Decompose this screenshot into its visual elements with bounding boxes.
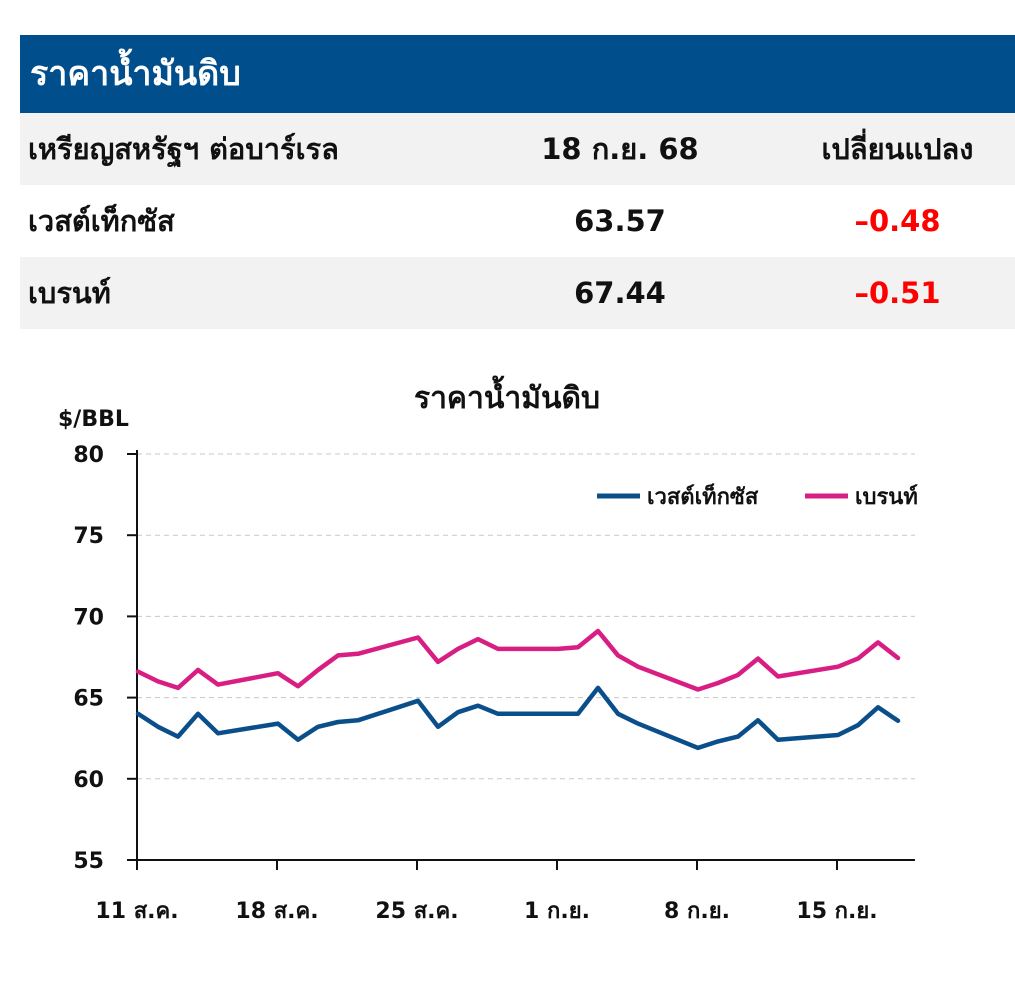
y-axis-unit: $/BBL <box>58 407 129 432</box>
change-header: เปลี่ยนแปลง <box>821 132 974 166</box>
table-header-row: เหรียญสหรัฐฯ ต่อบาร์เรล 18 ก.ย. 68 เปลี่… <box>20 113 1015 185</box>
y-tick-label: 75 <box>73 524 104 549</box>
oil-price-chart: ราคาน้ำมันดิบ $/BBL 55 60 65 70 75 80 11 ส.ค. 18 … <box>58 375 918 924</box>
table-row-wti: เวสต์เท็กซัส 63.57 –0.48 <box>20 185 1015 257</box>
brent-price: 67.44 <box>574 276 666 310</box>
x-tick-label: 11 ส.ค. <box>95 899 178 924</box>
date-header: 18 ก.ย. 68 <box>541 132 699 166</box>
series-line-wti <box>135 685 901 751</box>
price-table: ราคาน้ำมันดิบ เหรียญสหรัฐฯ ต่อบาร์เรล 18… <box>20 35 1015 329</box>
x-tick-label: 1 ก.ย. <box>524 899 590 924</box>
table-title: ราคาน้ำมันดิบ <box>20 35 1015 113</box>
x-tick-label: 18 ส.ค. <box>235 899 318 924</box>
y-tick-label: 60 <box>73 768 104 793</box>
chart-title: ราคาน้ำมันดิบ <box>414 375 600 416</box>
y-tick-label: 65 <box>73 687 104 712</box>
unit-header: เหรียญสหรัฐฯ ต่อบาร์เรล <box>28 132 339 166</box>
wti-name: เวสต์เท็กซัส <box>28 204 175 238</box>
wti-change: –0.48 <box>854 204 941 238</box>
series-line-brent <box>135 628 901 692</box>
legend-label: เบรนท์ <box>855 484 918 510</box>
y-tick-label: 55 <box>73 849 104 874</box>
brent-name: เบรนท์ <box>28 276 111 310</box>
wti-price: 63.57 <box>574 204 666 238</box>
x-tick-label: 8 ก.ย. <box>664 899 730 924</box>
table-row-brent: เบรนท์ 67.44 –0.51 <box>20 257 1015 329</box>
y-tick-label: 80 <box>73 443 104 468</box>
y-tick-label: 70 <box>73 605 104 630</box>
brent-change: –0.51 <box>854 276 941 310</box>
x-tick-label: 15 ก.ย. <box>796 899 877 924</box>
legend-label: เวสต์เท็กซัส <box>647 482 759 510</box>
x-tick-label: 25 ส.ค. <box>375 899 458 924</box>
